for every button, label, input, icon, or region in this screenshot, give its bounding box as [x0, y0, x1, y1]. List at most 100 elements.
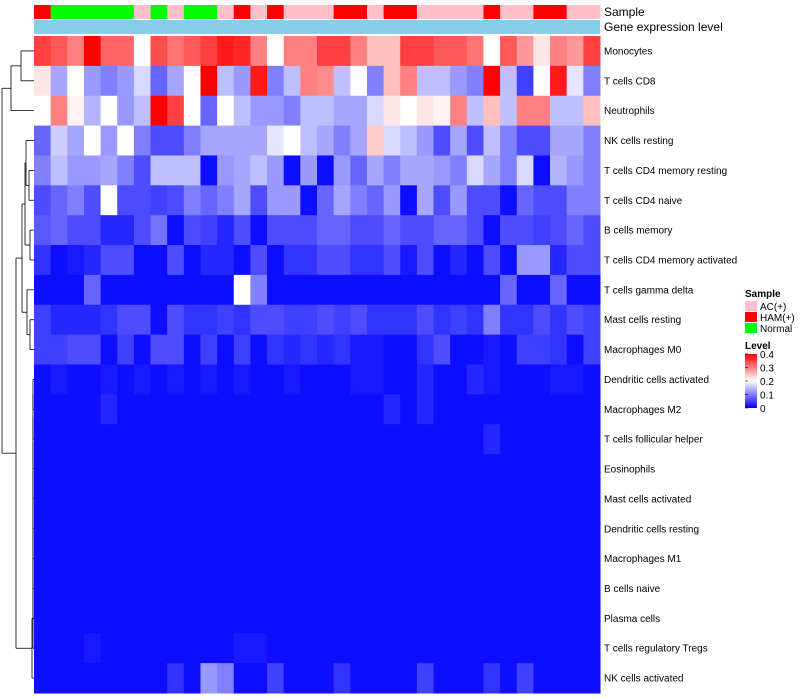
heatmap-cell [150, 334, 168, 365]
heatmap-cell [583, 155, 601, 186]
heatmap-cell [550, 334, 568, 365]
heatmap-cell [233, 633, 251, 664]
heatmap-cell [300, 513, 318, 545]
heatmap-cell [183, 454, 201, 485]
heatmap-cell [250, 334, 268, 365]
heatmap-cell [83, 573, 102, 604]
heatmap-cell [167, 215, 185, 246]
heatmap-cell [117, 274, 135, 306]
heatmap-cell [516, 304, 534, 336]
heatmap-cell [550, 633, 568, 664]
heatmap-cell [217, 663, 235, 694]
heatmap-cell [350, 633, 368, 664]
heatmap-cell [400, 454, 418, 485]
row-dendrogram [1, 50, 34, 679]
heatmap-cell [516, 334, 534, 365]
heatmap-cell [34, 633, 52, 664]
heatmap-cell [34, 274, 52, 306]
heatmap-cell [50, 304, 68, 336]
heatmap-cell [200, 364, 218, 395]
heatmap-cell [200, 424, 218, 455]
heatmap-cell [267, 245, 285, 276]
heatmap-cell [150, 513, 168, 545]
heatmap-cell [167, 364, 185, 395]
heatmap-cell [67, 603, 85, 634]
heatmap-cell [383, 65, 401, 97]
heatmap-cell [217, 394, 235, 425]
heatmap-cell [466, 65, 484, 97]
heatmap-cell [350, 663, 368, 694]
heatmap-cell [583, 125, 601, 156]
sample-annotation-cell [450, 5, 468, 19]
heatmap-cell [583, 543, 601, 575]
row-label: T cells CD4 naive [604, 196, 683, 207]
heatmap-cell [117, 633, 135, 664]
heatmap-cell [217, 304, 235, 336]
heatmap-cell [333, 304, 351, 336]
heatmap-cell [383, 334, 401, 365]
heatmap-cell [550, 65, 568, 97]
heatmap-cell [50, 36, 68, 67]
heatmap-cell [300, 663, 318, 694]
heatmap-cell [100, 454, 118, 485]
heatmap-cell [500, 573, 518, 604]
heatmap-cell [217, 513, 235, 545]
annotation-label-sample: Sample [604, 5, 645, 19]
heatmap-cell [133, 36, 152, 67]
heatmap-cell [200, 483, 218, 515]
heatmap-cell [67, 274, 85, 306]
heatmap-cell [583, 573, 601, 604]
heatmap-cell [566, 543, 584, 575]
heatmap-cell [416, 125, 435, 156]
heatmap-cell [250, 215, 268, 246]
heatmap-cell [267, 454, 285, 485]
heatmap-cell [366, 513, 385, 545]
heatmap-cell [183, 304, 201, 336]
heatmap-cell [167, 513, 185, 545]
heatmap-cell [466, 95, 484, 127]
heatmap-cell [233, 215, 251, 246]
legend-swatch [745, 312, 757, 322]
heatmap-cell [333, 483, 351, 515]
heatmap-cell [150, 483, 168, 515]
legend-level-ticks: 0.4 0.3 0.2 0.1 0 [745, 350, 774, 415]
heatmap-cell [283, 483, 301, 515]
heatmap-cell [317, 245, 335, 276]
heatmap-cell [67, 245, 85, 276]
sample-annotation-cell [50, 5, 68, 19]
heatmap-cell [350, 274, 368, 306]
heatmap-cell [167, 125, 185, 156]
heatmap-cell [416, 513, 435, 545]
heatmap-cell [533, 36, 551, 67]
heatmap-cell [67, 513, 85, 545]
heatmap-cell [350, 36, 368, 67]
heatmap-cell [133, 215, 152, 246]
heatmap-cell [533, 454, 551, 485]
heatmap-cell [50, 185, 68, 216]
legend-level-label: 0.3 [760, 364, 774, 375]
sample-annotation-cell [466, 5, 484, 19]
heatmap-cell [50, 334, 68, 365]
heatmap-cell [217, 454, 235, 485]
heatmap-cell [400, 274, 418, 306]
heatmap-cell [516, 36, 534, 67]
heatmap-cell [283, 36, 301, 67]
heatmap-cell [317, 36, 335, 67]
heatmap-cell [233, 603, 251, 634]
heatmap-cell [566, 424, 584, 455]
heatmap-cell [333, 394, 351, 425]
heatmap-cell [450, 454, 468, 485]
heatmap-cell [267, 36, 285, 67]
heatmap-cell [383, 95, 401, 127]
heatmap-cell [416, 304, 435, 336]
heatmap-cell [500, 483, 518, 515]
heatmap-cell [450, 245, 468, 276]
heatmap-cell [566, 573, 584, 604]
heatmap-cell [516, 454, 534, 485]
heatmap-cell [566, 483, 584, 515]
heatmap-cell [133, 274, 152, 306]
heatmap-cell [366, 185, 385, 216]
heatmap-cell [100, 663, 118, 694]
heatmap-cell [383, 155, 401, 186]
